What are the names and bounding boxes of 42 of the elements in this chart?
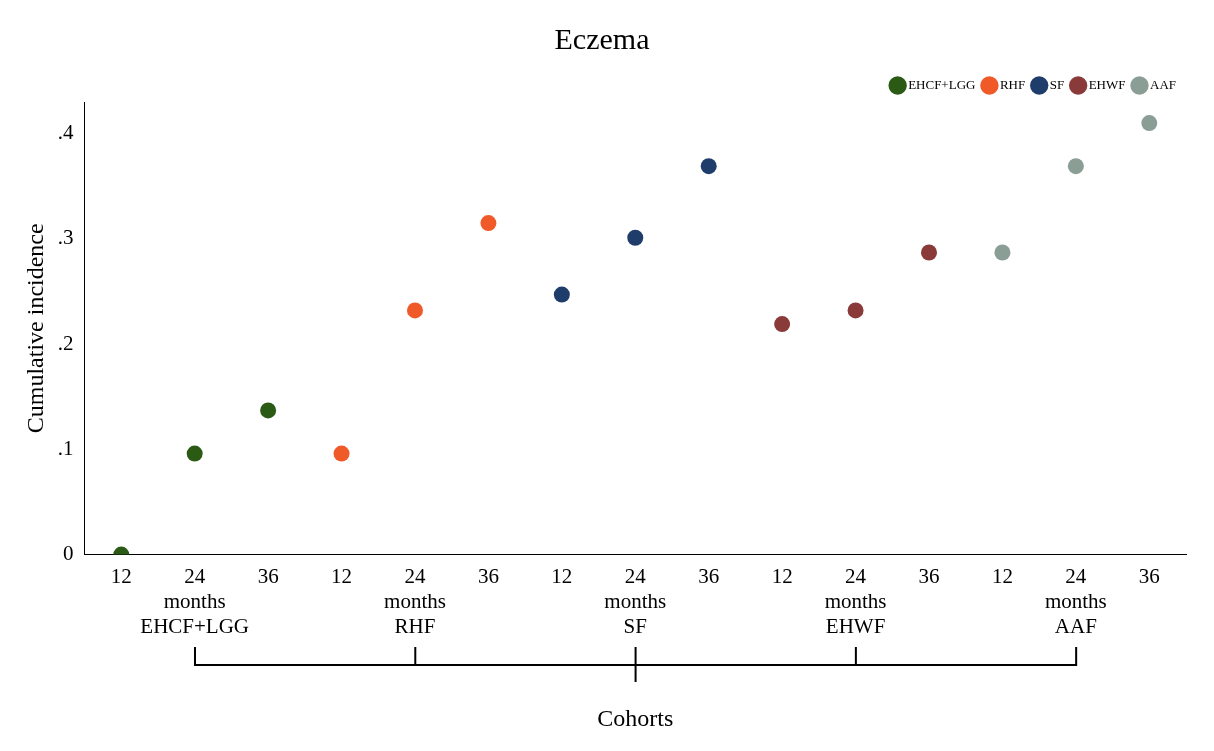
point <box>921 244 937 261</box>
y-tick-label: .4 <box>57 120 75 145</box>
x-tick-label: 12 <box>991 563 1013 588</box>
x-tick-label: 24 months EHCF+LGG <box>140 563 250 639</box>
point <box>994 244 1011 261</box>
x-tick-label: 12 <box>771 563 793 588</box>
point <box>406 302 423 319</box>
x-tick-label: 24 months RHF <box>384 563 446 639</box>
x-tick-label: 36 <box>918 563 940 588</box>
legend-label: EHWF <box>1088 76 1126 92</box>
legend-label: EHCF+LGG <box>908 76 976 92</box>
legend-label: AAF <box>1149 76 1177 92</box>
point <box>260 402 277 419</box>
x-tick-label: 36 <box>257 563 279 588</box>
point <box>480 215 497 232</box>
y-tick-label: 0 <box>63 541 74 566</box>
x-tick-label: 12 <box>110 563 132 588</box>
y-tick-label: .3 <box>57 225 74 250</box>
x-tick-label: 24 months SF <box>604 563 667 639</box>
point <box>333 445 350 462</box>
point <box>774 316 791 333</box>
point <box>627 229 644 246</box>
x-tick-label: 36 <box>1138 563 1160 588</box>
point <box>847 302 864 319</box>
x-axis-title: Cohorts <box>597 704 674 731</box>
point <box>1067 158 1084 175</box>
legend-label: SF <box>1049 76 1065 92</box>
x-tick-label: 12 <box>331 563 353 588</box>
point <box>553 286 570 303</box>
point <box>1141 115 1158 132</box>
point <box>700 158 717 175</box>
legend-label: RHF <box>999 76 1026 92</box>
x-tick-label: 12 <box>551 563 573 588</box>
chart-title: Eczema <box>554 21 650 55</box>
x-tick-label: 24 months AAF <box>1044 563 1107 639</box>
x-tick-label: 24 months EHWF <box>824 563 887 639</box>
point <box>186 445 203 462</box>
x-tick-label: 36 <box>698 563 720 588</box>
x-tick-label: 36 <box>477 563 499 588</box>
y-axis-title: Cumulative incidence <box>21 223 48 434</box>
y-tick-label: .1 <box>57 435 74 460</box>
y-tick-label: .2 <box>57 330 74 355</box>
